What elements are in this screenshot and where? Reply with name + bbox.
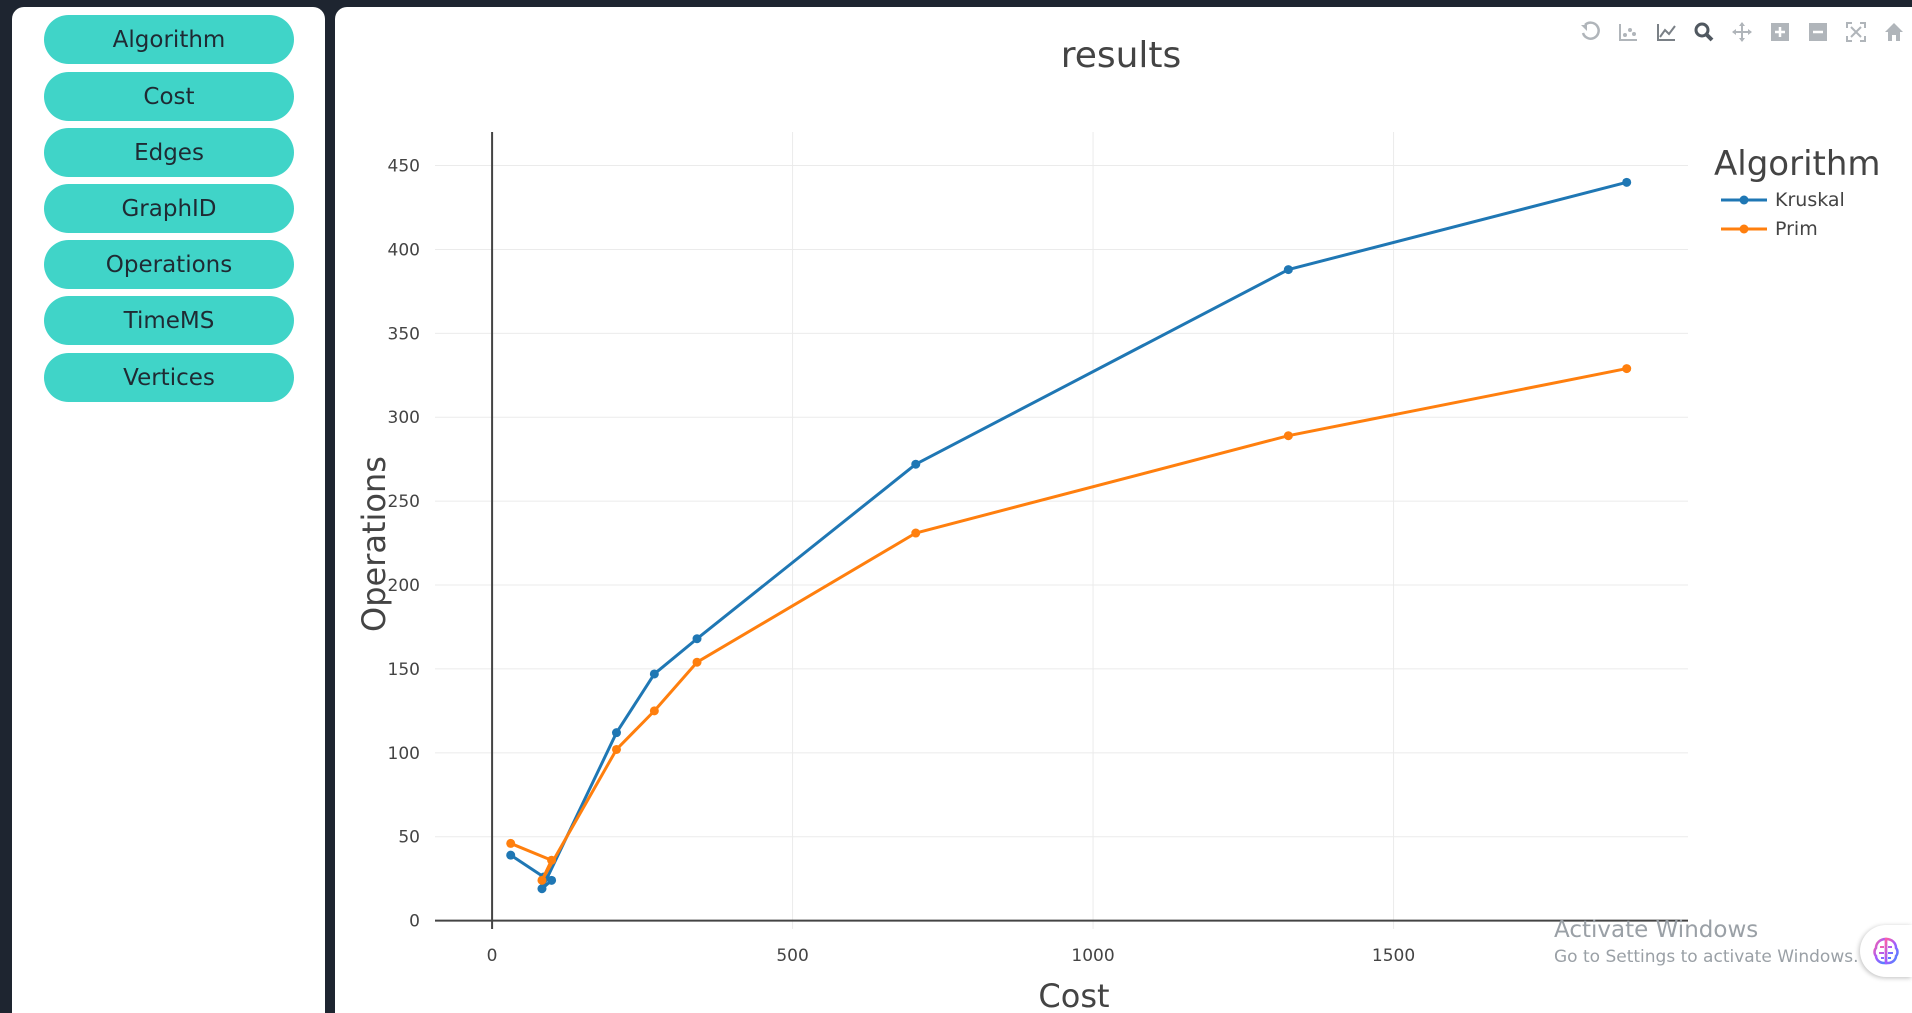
home-icon	[1885, 23, 1903, 41]
modebar-zoom-out-button[interactable]	[1800, 15, 1836, 49]
y-tick-label: 250	[388, 492, 420, 512]
scatter-icon	[1619, 24, 1637, 41]
legend-title: Algorithm	[1714, 144, 1881, 184]
y-tick-label: 200	[388, 576, 420, 596]
data-point-prim	[1622, 364, 1632, 374]
y-tick-label: 150	[388, 660, 420, 680]
watermark-subtitle: Go to Settings to activate Windows.	[1554, 947, 1859, 967]
modebar-scatter-button[interactable]	[1610, 15, 1646, 49]
chart-title: results	[1061, 35, 1182, 76]
legend-marker-prim	[1739, 224, 1749, 234]
chart-panel: 0 50 100 150 200 250 300 350 400 450 0 500 1000 1500 r…	[335, 7, 1912, 1013]
x-tick-label: 1500	[1372, 946, 1415, 966]
variable-button-cost[interactable]: Cost	[44, 72, 294, 121]
y-tick-label: 400	[388, 240, 420, 260]
legend-marker-kruskal	[1739, 195, 1749, 205]
data-point-kruskal	[506, 850, 516, 860]
modebar-line-chart-button[interactable]	[1648, 15, 1684, 49]
data-point-kruskal	[611, 728, 621, 738]
watermark-title: Activate Windows	[1554, 917, 1759, 943]
data-point-kruskal	[537, 884, 547, 894]
variable-button-vertices[interactable]: Vertices	[44, 353, 294, 402]
series-line-kruskal	[509, 180, 1628, 891]
y-tick-label: 350	[388, 324, 420, 344]
y-tick-label: 300	[388, 408, 420, 428]
data-point-prim	[537, 875, 547, 885]
plot-area[interactable]: 0 50 100 150 200 250 300 350 400 450 0 500 1000 1500 r…	[335, 7, 1912, 1013]
activate-windows-watermark: Activate Windows Go to Settings to activ…	[1554, 915, 1859, 969]
autoscale-icon	[1846, 22, 1866, 42]
y-tick-label: 450	[388, 157, 420, 177]
x-tick-label: 500	[776, 946, 808, 966]
legend-label-kruskal: Kruskal	[1775, 189, 1845, 211]
variable-button-edges[interactable]: Edges	[44, 128, 294, 177]
data-point-kruskal	[1622, 177, 1632, 187]
modebar-autoscale-button[interactable]	[1838, 15, 1874, 49]
data-point-prim	[1283, 431, 1293, 441]
y-axis-title: Operations	[355, 456, 393, 632]
data-point-kruskal	[547, 875, 557, 885]
modebar-zoom-in-button[interactable]	[1762, 15, 1798, 49]
data-point-prim	[911, 528, 921, 538]
y-tick-label: 100	[388, 744, 420, 764]
data-point-kruskal	[1283, 265, 1293, 275]
data-point-prim	[547, 855, 557, 865]
y-tick-label: 0	[409, 912, 420, 932]
x-tick-label: 1000	[1071, 946, 1114, 966]
y-tick-label: 50	[398, 828, 420, 848]
variable-button-operations[interactable]: Operations	[44, 240, 294, 289]
variable-sidebar: Algorithm Cost Edges GraphID Operations TimeM…	[12, 7, 325, 1013]
modebar-undo-button[interactable]	[1572, 15, 1608, 49]
data-point-kruskal	[692, 634, 702, 644]
series-line-prim	[510, 367, 1627, 882]
modebar-home-button[interactable]	[1876, 15, 1912, 49]
line-chart-icon	[1657, 24, 1676, 41]
undo-icon	[1581, 21, 1600, 40]
modebar-zoom-button[interactable]	[1686, 15, 1722, 49]
legend-label-prim: Prim	[1775, 218, 1818, 240]
data-point-prim	[611, 744, 621, 754]
x-axis-title: Cost	[1038, 977, 1109, 1013]
data-point-prim	[692, 657, 702, 667]
data-point-prim	[506, 838, 516, 848]
zoom-out-icon	[1809, 23, 1827, 41]
data-point-prim	[649, 706, 659, 716]
data-point-kruskal	[911, 459, 921, 469]
data-point-kruskal	[649, 669, 659, 679]
zoom-icon	[1694, 22, 1714, 42]
plot-modebar	[1572, 15, 1912, 49]
pan-icon	[1732, 22, 1752, 42]
variable-button-algorithm[interactable]: Algorithm	[44, 15, 294, 64]
variable-button-timems[interactable]: TimeMS	[44, 296, 294, 345]
x-tick-label: 0	[487, 946, 498, 966]
assistant-bubble[interactable]	[1860, 925, 1912, 977]
zoom-in-icon	[1771, 23, 1789, 41]
modebar-pan-button[interactable]	[1724, 15, 1760, 49]
variable-button-graphid[interactable]: GraphID	[44, 184, 294, 233]
brain-icon	[1873, 937, 1899, 965]
